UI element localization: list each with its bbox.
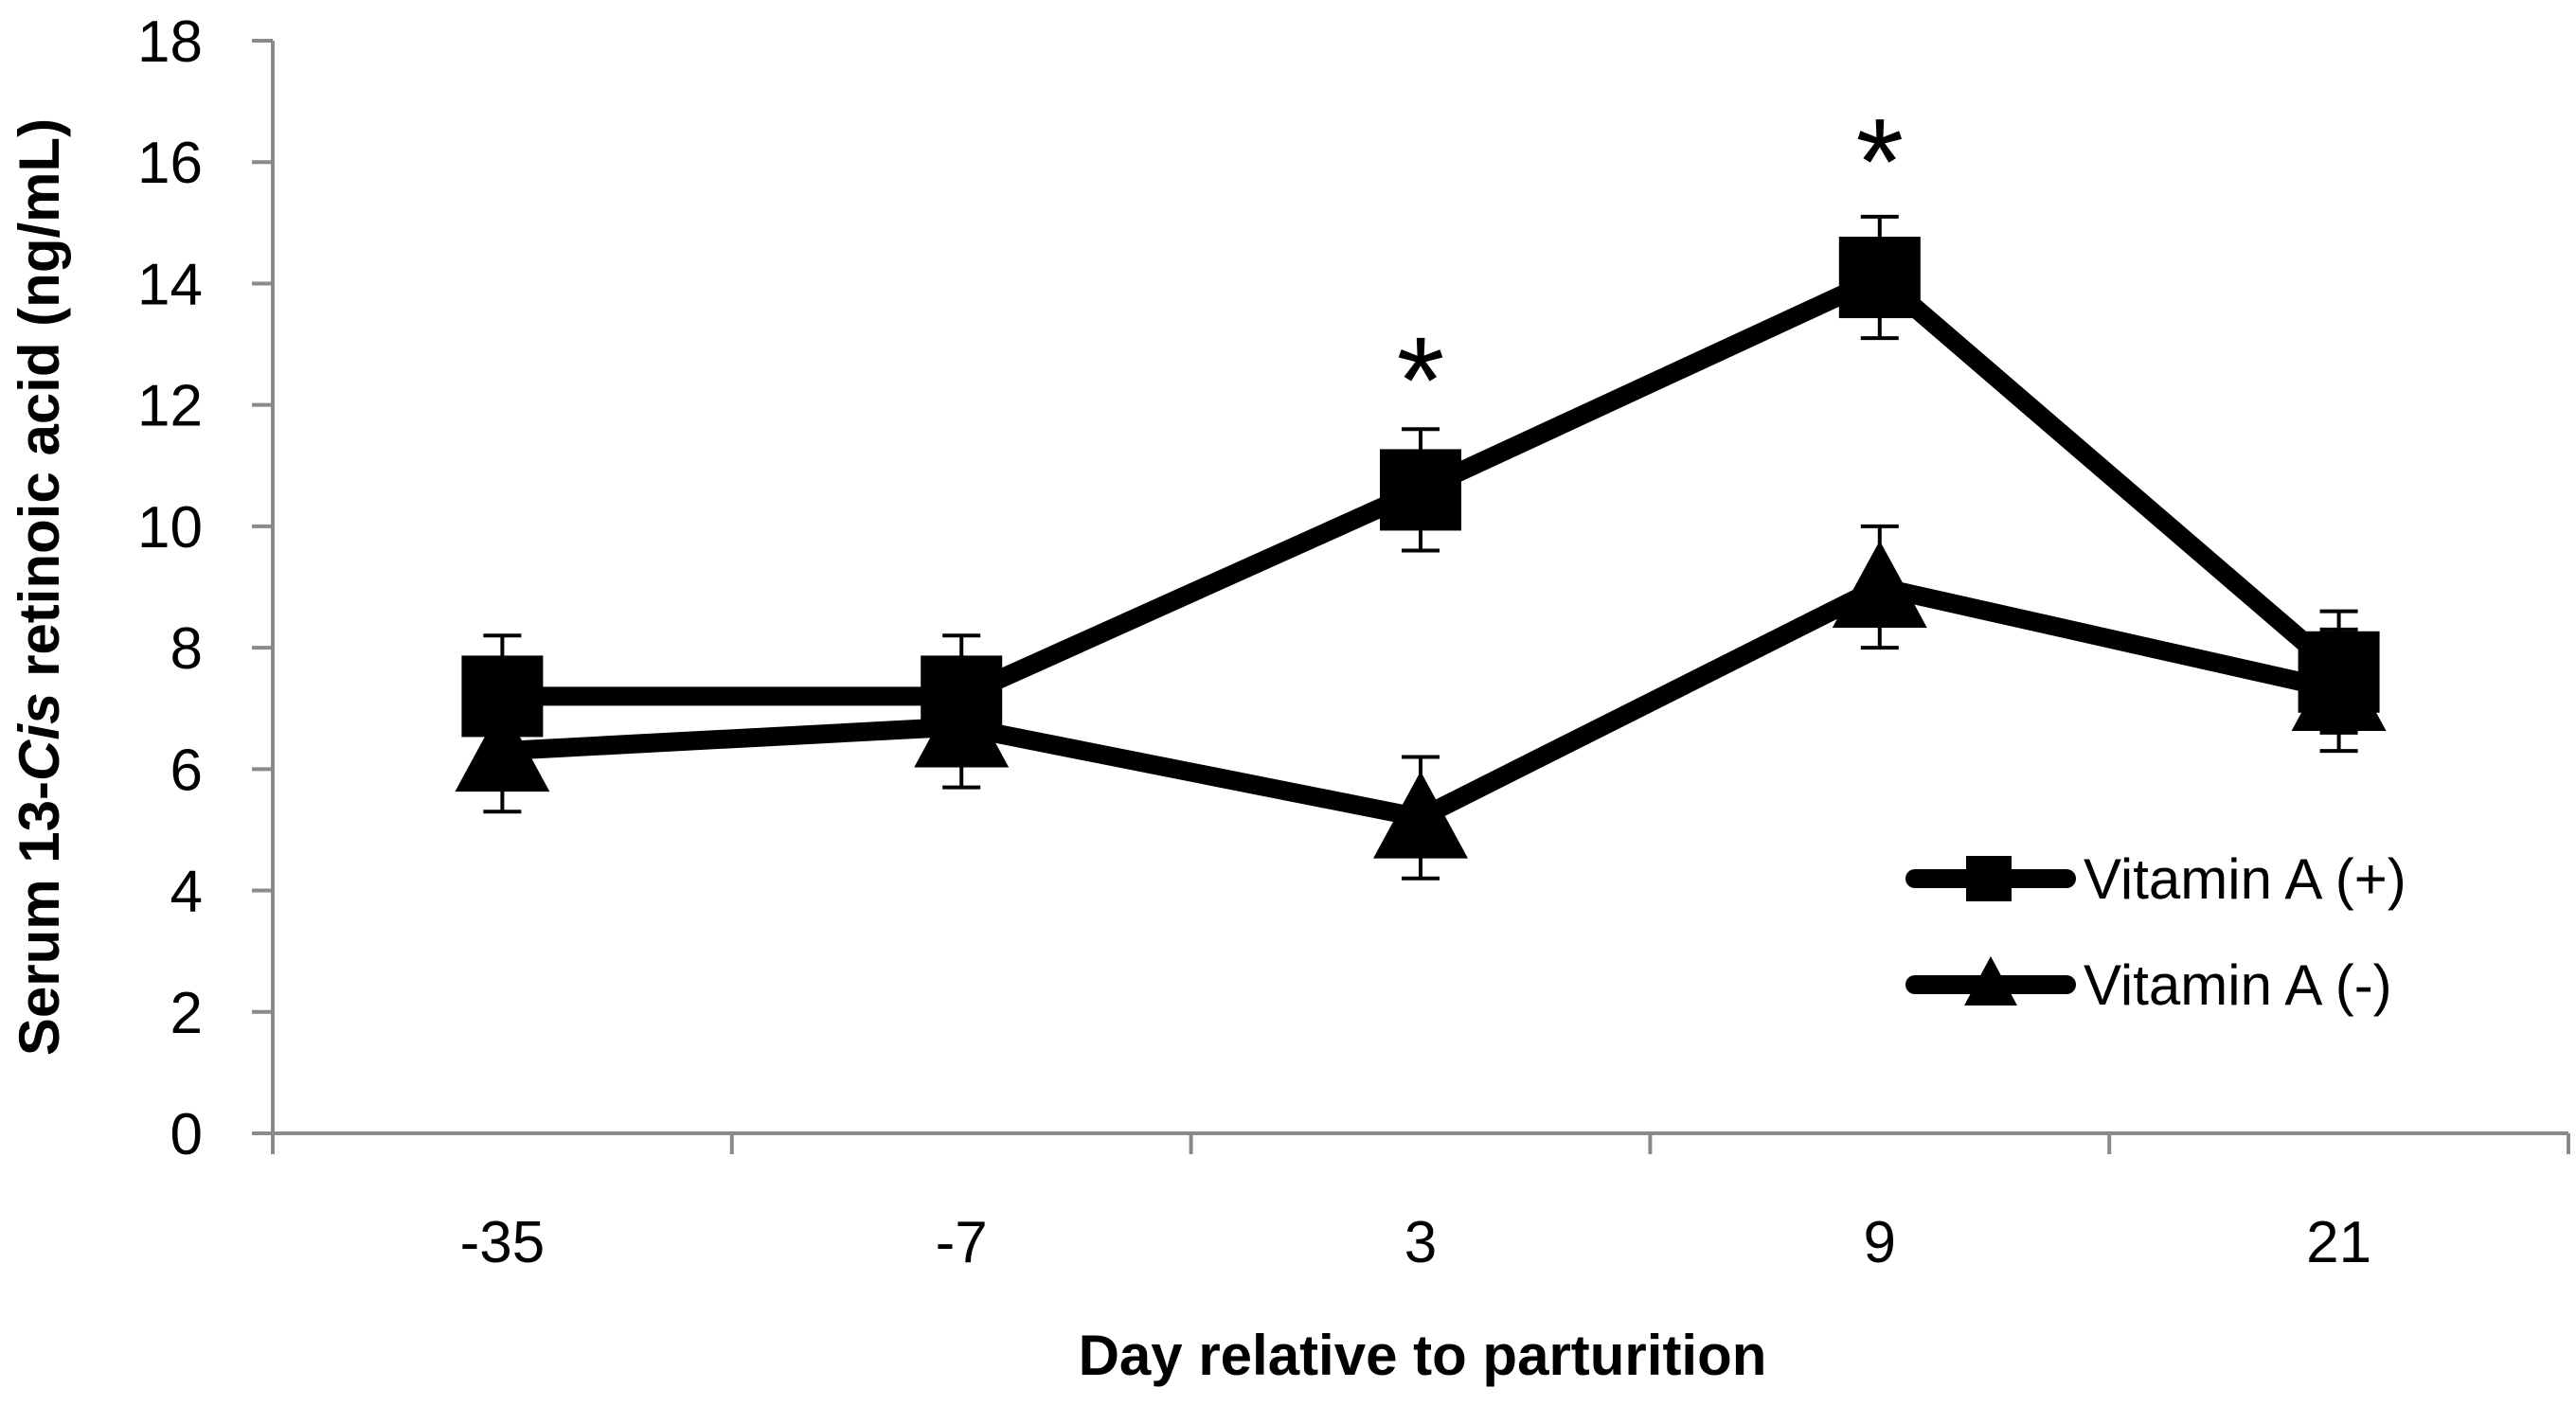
significance-asterisk: * <box>1397 311 1445 449</box>
x-tick-label: 9 <box>1864 1210 1896 1275</box>
y-tick-label: 10 <box>137 495 203 561</box>
vitamin-a-minus-legend-label: Vitamin A (-) <box>2084 953 2392 1017</box>
vitamin-a-plus-point <box>1380 449 1461 531</box>
y-tick-label: 14 <box>137 252 203 317</box>
vitamin-a-plus-point <box>1838 237 1921 319</box>
x-tick-label: 21 <box>2306 1210 2371 1275</box>
y-tick-label: 16 <box>137 131 203 196</box>
x-tick-label: 3 <box>1404 1210 1437 1275</box>
y-axis-title: Serum 13-Cis retinoic acid (ng/mL) <box>8 118 71 1056</box>
x-tick-label: -7 <box>936 1210 988 1275</box>
vitamin-a-minus-point <box>2291 643 2387 731</box>
vitamin-a-minus-point <box>455 704 550 792</box>
significance-annotations: ** <box>1397 93 1904 450</box>
y-tick-label: 2 <box>170 981 203 1046</box>
vitamin-a-plus-legend-label: Vitamin A (+) <box>2084 847 2406 911</box>
vitamin-a-minus-point <box>1832 541 1927 628</box>
vitamin-a-plus-legend-marker <box>1966 856 2012 901</box>
vitamin-a-minus-legend-marker <box>1964 956 2017 1006</box>
series-markers <box>455 237 2387 859</box>
y-axis-title-prefix: Serum 13- <box>8 781 71 1056</box>
y-tick-label: 0 <box>170 1102 203 1167</box>
y-axis-title-italic: Cis <box>8 693 71 781</box>
x-axis-title: Day relative to parturition <box>1079 1324 1767 1387</box>
y-tick-label: 4 <box>170 860 203 925</box>
vitamin-a-minus-point <box>1373 771 1468 859</box>
x-tick-label: -35 <box>460 1210 546 1275</box>
vitamin-a-minus-point <box>914 680 1010 768</box>
y-tick-label: 6 <box>170 738 203 803</box>
y-tick-label: 12 <box>137 374 203 439</box>
axes: 0 2 4 6 8 10 12 14 16 18 -35 -7 3 9 21 <box>137 9 2570 1275</box>
significance-asterisk: * <box>1856 93 1905 231</box>
legend: Vitamin A (+) Vitamin A (-) <box>1905 847 2406 1017</box>
y-axis-title-suffix: retinoic acid (ng/mL) <box>8 118 71 693</box>
y-tick-label: 18 <box>137 9 203 75</box>
y-tick-label: 8 <box>170 616 203 682</box>
